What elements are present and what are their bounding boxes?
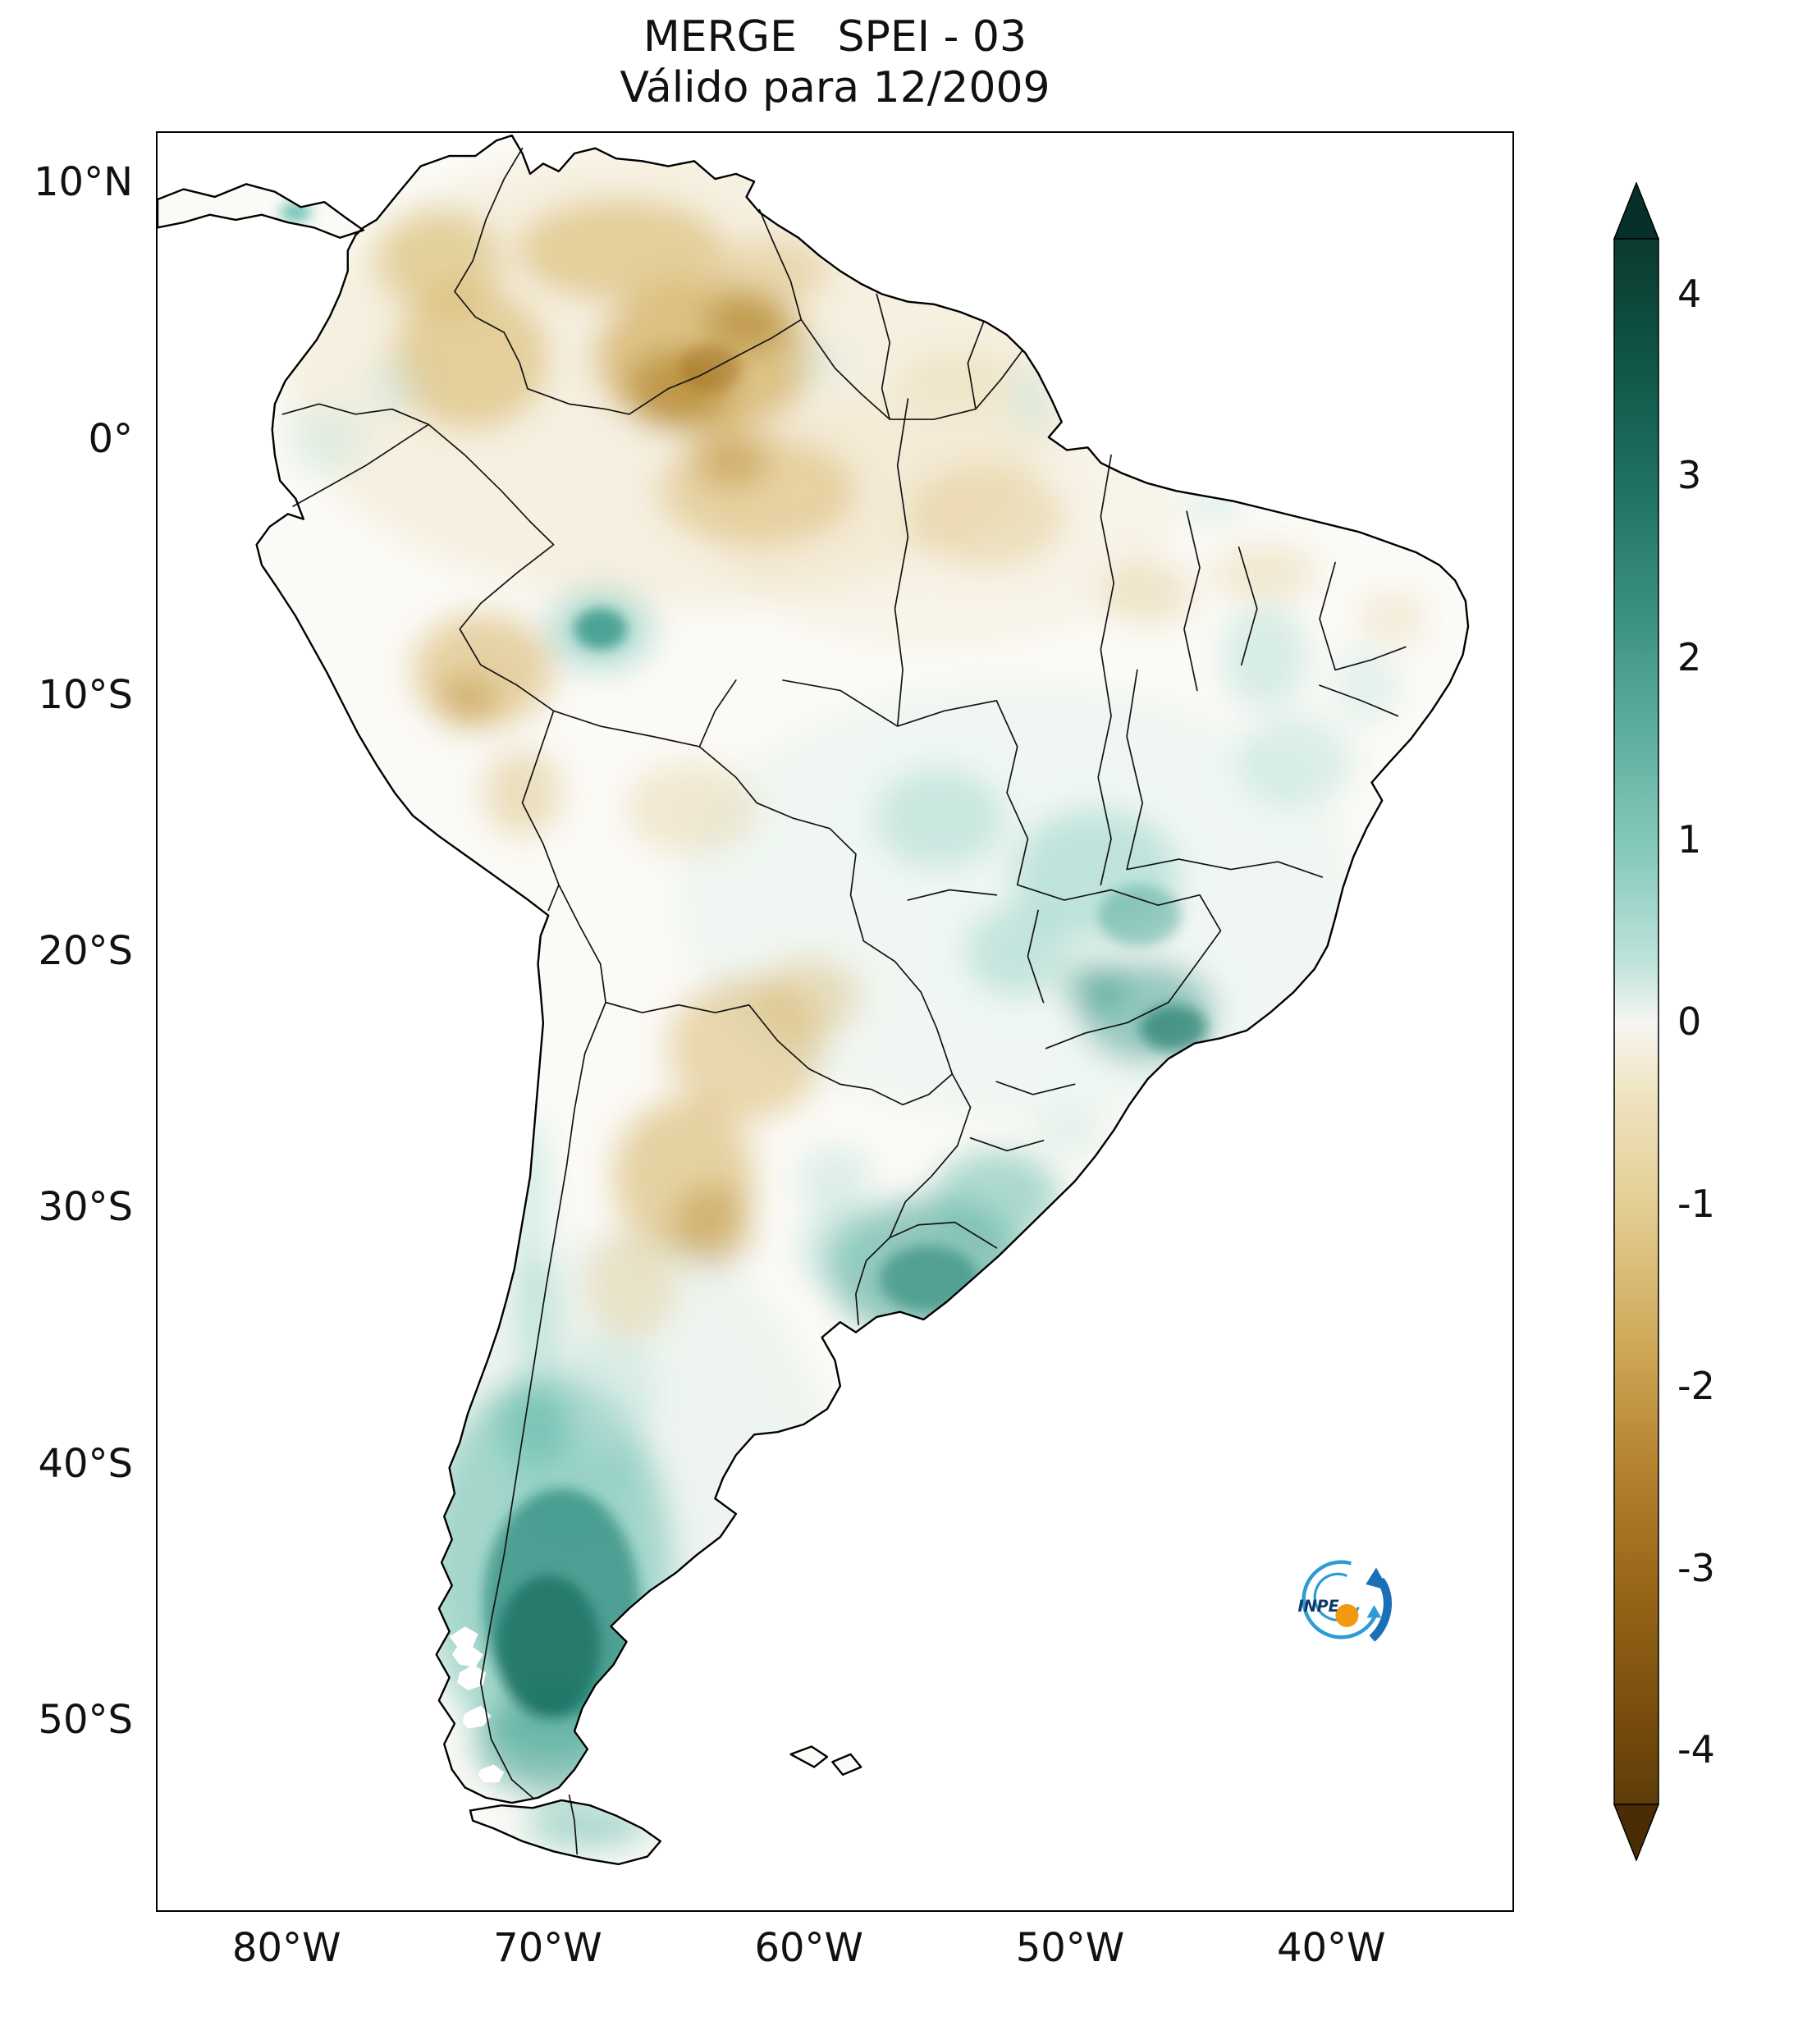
- map-title: MERGE SPEI - 03: [643, 12, 1027, 62]
- map-plot-area: [156, 131, 1514, 1912]
- x-tick-label: 60°W: [754, 1925, 863, 1971]
- inpe-logo: INPE: [1284, 1552, 1399, 1653]
- colorbar-extend-bottom: [1613, 1804, 1660, 1863]
- colorbar-extend-top: [1613, 181, 1660, 240]
- latitude-axis: 10°N 0° 10°S 20°S 30°S 40°S 50°S: [0, 131, 144, 1912]
- x-tick-label: 80°W: [231, 1925, 341, 1971]
- x-tick-label: 70°W: [493, 1925, 602, 1971]
- cb-tick-label: -4: [1677, 1727, 1715, 1772]
- cb-tick-label: -2: [1677, 1363, 1715, 1408]
- y-tick-label: 10°S: [38, 671, 133, 718]
- cb-tick-label: 2: [1677, 635, 1702, 680]
- y-tick-label: 10°N: [34, 159, 133, 206]
- inpe-wordmark: INPE: [1298, 1597, 1339, 1616]
- map-subtitle: Válido para 12/2009: [620, 63, 1050, 112]
- x-tick-label: 50°W: [1015, 1925, 1125, 1971]
- cb-tick-label: 4: [1677, 271, 1702, 316]
- colorbar-svg: [1613, 181, 1660, 1863]
- colorbar: [1613, 181, 1660, 1863]
- state-borders: [699, 399, 1405, 1150]
- y-tick-label: 0°: [88, 415, 133, 462]
- colorbar-gradient: [1613, 238, 1659, 1805]
- ice-field-patches: [449, 1626, 505, 1783]
- cb-tick-label: -3: [1677, 1545, 1715, 1590]
- country-borders: [282, 149, 1023, 1854]
- colorbar-axis: 4 3 2 1 0 -1 -2 -3 -4: [1677, 239, 1796, 1804]
- inpe-logo-svg: INPE: [1298, 1560, 1393, 1642]
- cb-tick-label: 0: [1677, 999, 1702, 1044]
- inpe-arrow-icon: [1366, 1567, 1393, 1642]
- y-tick-label: 50°S: [38, 1696, 133, 1743]
- longitude-axis: 80°W 70°W 60°W 50°W 40°W: [156, 1925, 1514, 1982]
- inpe-orange-dot: [1335, 1603, 1359, 1627]
- cb-tick-label: 1: [1677, 817, 1702, 862]
- y-tick-label: 40°S: [38, 1440, 133, 1487]
- south-america-map: [158, 133, 1512, 1910]
- cb-tick-label: -1: [1677, 1181, 1715, 1226]
- spei-color-field: [280, 145, 1425, 1850]
- coastlines: [158, 135, 1468, 1864]
- y-tick-label: 30°S: [38, 1184, 133, 1231]
- y-tick-label: 20°S: [38, 928, 133, 975]
- x-tick-label: 40°W: [1276, 1925, 1386, 1971]
- cb-tick-label: 3: [1677, 453, 1702, 498]
